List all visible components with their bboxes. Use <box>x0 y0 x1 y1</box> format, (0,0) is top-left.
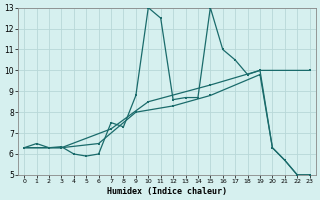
X-axis label: Humidex (Indice chaleur): Humidex (Indice chaleur) <box>107 187 227 196</box>
